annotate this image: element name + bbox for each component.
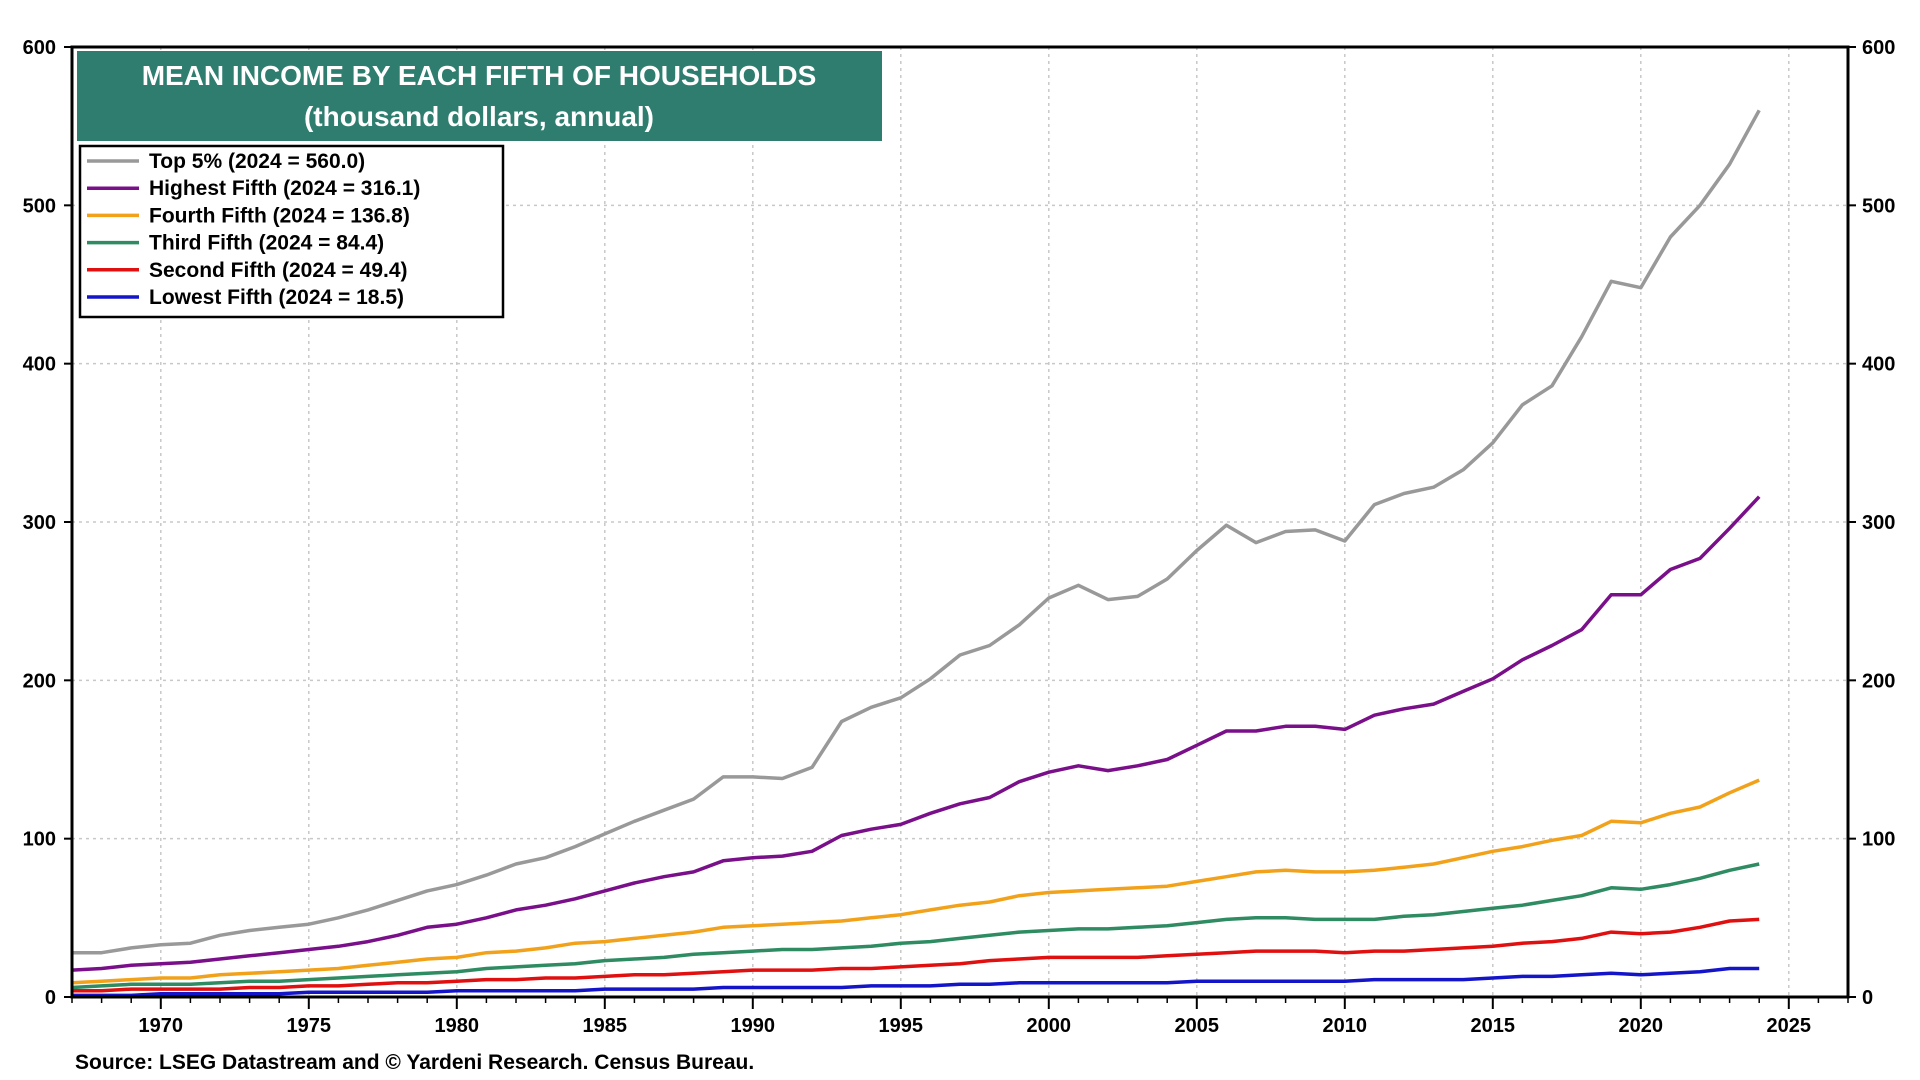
x-tick-label: 1980 xyxy=(435,1015,480,1037)
y-tick-label-left: 600 xyxy=(23,37,56,59)
x-tick-label: 2025 xyxy=(1767,1015,1812,1037)
y-tick-label-left: 500 xyxy=(23,195,56,217)
legend-label-highest: Highest Fifth (2024 = 316.1) xyxy=(149,177,420,200)
x-tick-label: 2015 xyxy=(1471,1015,1516,1037)
series-line-highest xyxy=(71,495,1761,972)
y-tick-label-left: 400 xyxy=(23,354,56,376)
y-tick-label-left: 300 xyxy=(23,512,56,534)
title-background xyxy=(77,51,882,141)
series-line-lowest xyxy=(72,966,1760,998)
legend-label-second: Second Fifth (2024 = 49.4) xyxy=(149,259,408,282)
legend-label-fourth: Fourth Fifth (2024 = 136.8) xyxy=(149,204,410,227)
x-tick-label: 1975 xyxy=(287,1015,332,1037)
y-tick-label-right: 400 xyxy=(1862,354,1895,376)
y-tick-label-left: 0 xyxy=(45,987,56,1009)
x-tick-label: 1970 xyxy=(139,1015,184,1037)
series-line-fourth xyxy=(71,778,1760,985)
chart-title: MEAN INCOME BY EACH FIFTH OF HOUSEHOLDS xyxy=(142,60,817,91)
y-tick-label-right: 600 xyxy=(1862,37,1895,59)
legend-box xyxy=(78,144,505,319)
legend: Top 5% (2024 = 560.0) Highest Fifth (2024… xyxy=(78,144,505,319)
series-lines xyxy=(71,109,1761,998)
legend-label-top5: Top 5% (2024 = 560.0) xyxy=(149,150,365,173)
y-tick-label-right: 0 xyxy=(1862,987,1873,1009)
legend-label-third: Third Fifth (2024 = 84.4) xyxy=(149,232,384,255)
x-tick-label: 2010 xyxy=(1323,1015,1368,1037)
x-tick-label: 1995 xyxy=(879,1015,924,1037)
y-tick-label-right: 500 xyxy=(1862,195,1895,217)
legend-label-lowest: Lowest Fifth (2024 = 18.5) xyxy=(149,286,404,309)
chart-subtitle: (thousand dollars, annual) xyxy=(304,101,654,132)
grid-lines xyxy=(72,47,1848,997)
x-tick-label: 1985 xyxy=(583,1015,628,1037)
x-tick-label: 1990 xyxy=(731,1015,776,1037)
y-tick-label-left: 100 xyxy=(23,829,56,851)
y-tick-label-right: 100 xyxy=(1862,829,1895,851)
axes: 0 0 100 100 200 200 300 300 400 400 500 500 600 600 19… xyxy=(23,37,1896,1037)
series-line-top5 xyxy=(72,109,1761,955)
series-line-second xyxy=(72,917,1760,993)
y-tick-label-right: 300 xyxy=(1862,512,1895,534)
x-tick-label: 2000 xyxy=(1027,1015,1072,1037)
y-tick-label-right: 200 xyxy=(1862,670,1895,692)
series-line-third xyxy=(71,862,1760,990)
y-tick-label-left: 200 xyxy=(23,670,56,692)
title-box: MEAN INCOME BY EACH FIFTH OF HOUSEHOLDS … xyxy=(77,51,882,141)
x-tick-label: 2005 xyxy=(1175,1015,1220,1037)
x-tick-label: 2020 xyxy=(1619,1015,1664,1037)
source-note: Source: LSEG Datastream and © Yardeni Re… xyxy=(75,1051,754,1074)
